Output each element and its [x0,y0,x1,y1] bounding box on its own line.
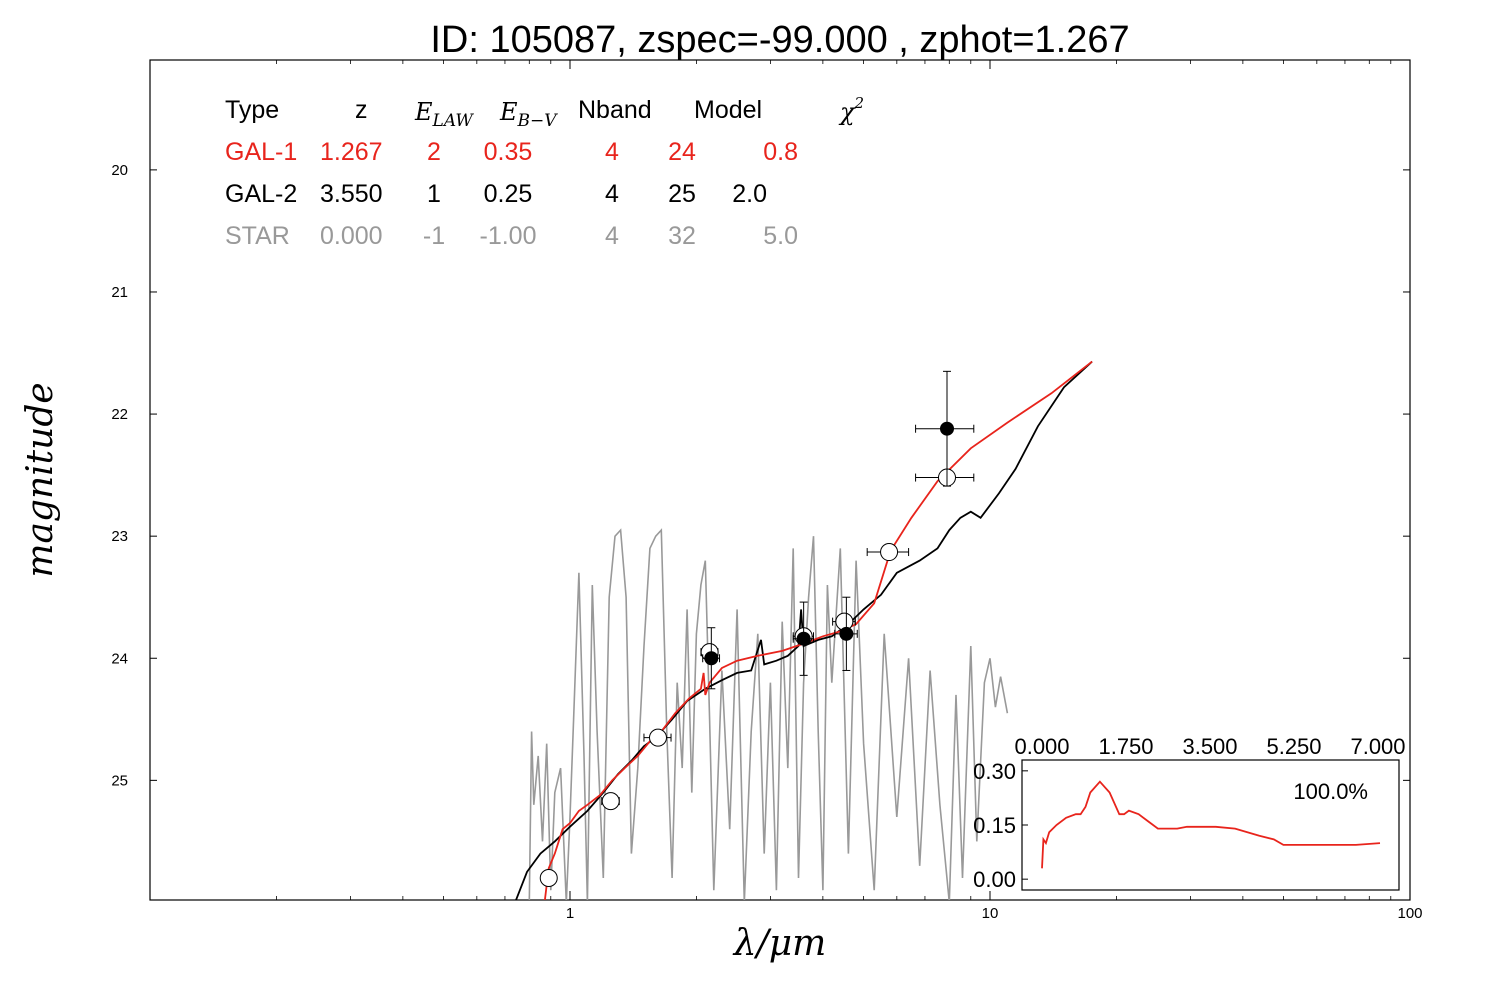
table-cell-z: 0.000 [320,222,383,250]
inset-y-tick-label: 0.30 [973,759,1016,784]
model-photometry-point [539,869,558,888]
inset-x-tick-label: 7.000 [1350,734,1405,759]
fit-table: Type z ELAW EB−V Nband Model χ2 GAL-1 1.2… [225,94,864,250]
table-cell-chi2: 0.8 [763,138,798,166]
y-tick-label: 25 [111,772,128,789]
table-cell-z: 3.550 [320,180,383,208]
y-tick-label: 20 [111,162,128,179]
table-cell-elaw: 2 [427,138,441,166]
table-cell-model: 32 [668,222,696,250]
observed-photometry-point [839,626,854,641]
y-tick-label: 22 [111,406,128,423]
header-type: Type [225,96,279,124]
x-tick-label: 100 [1397,905,1422,922]
x-tick-label: 10 [982,905,999,922]
inset-chart: 0.000 1.750 3.500 5.250 7.000 0.30 0.15 0.00 10… [973,734,1405,892]
x-axis-label: λ/μm [732,923,826,964]
table-cell-ebv: -1.00 [480,222,537,250]
header-model: Model [694,96,762,124]
star-model-line [528,528,1009,900]
table-cell-model: 24 [668,138,696,166]
table-cell-z: 1.267 [320,138,383,166]
table-cell-type: GAL-1 [225,138,297,166]
table-cell-model: 25 [668,180,696,208]
y-tick-label: 21 [111,284,128,301]
inset-y-tick-label: 0.15 [973,813,1016,838]
table-cell-nband: 4 [605,222,619,250]
table-cell-nband: 4 [605,180,619,208]
y-axis-label: magnitude [20,382,61,577]
inset-ticks: 0.000 1.750 3.500 5.250 7.000 0.30 0.15 0.00 [973,734,1405,892]
table-cell-type: STAR [225,222,290,250]
table-cell-elaw: -1 [423,222,445,250]
inset-x-tick-label: 1.750 [1098,734,1153,759]
inset-frame [1021,759,1400,891]
table-cell-elaw: 1 [427,180,441,208]
series-layer [515,360,1093,900]
table-rows: GAL-1 1.267 2 0.35 4 24 0.8 GAL-2 3.550 1 0.25 4 25 2… [225,138,798,250]
table-cell-ebv: 0.35 [484,138,533,166]
header-z: z [355,96,368,124]
table-cell-nband: 4 [605,138,619,166]
y-tick-label: 24 [111,650,128,667]
observed-photometry-point [704,651,719,666]
model-photometry-point [601,792,620,811]
pdz-line [1041,780,1381,869]
inset-series [1041,780,1381,869]
model-photometry-point [880,543,899,562]
table-cell-ebv: 0.25 [484,180,533,208]
header-chi2: χ2 [838,94,864,126]
header-ebv: EB−V [499,98,558,131]
observed-photometry-point [796,631,811,646]
model-photometry-point [648,728,667,747]
inset-x-tick-label: 5.250 [1266,734,1321,759]
photometry-points [539,370,975,888]
table-cell-chi2: 5.0 [763,222,798,250]
inset-y-tick-label: 0.00 [973,867,1016,892]
inset-x-tick-label: 3.500 [1182,734,1237,759]
table-cell-type: GAL-2 [225,180,297,208]
x-tick-label: 1 [566,905,574,922]
header-elaw: ELAW [414,98,474,131]
inset-annotation: 100.0% [1293,779,1368,804]
gal1-model-line [543,360,1093,900]
plot-frame [149,59,1411,901]
table-cell-chi2: 2.0 [732,180,767,208]
header-nband: Nband [578,96,652,124]
chart-title: ID: 105087, zspec=-99.000 , zphot=1.267 [430,19,1129,61]
inset-x-tick-label: 0.000 [1014,734,1069,759]
y-tick-label: 23 [111,528,128,545]
observed-photometry-point [940,421,955,436]
